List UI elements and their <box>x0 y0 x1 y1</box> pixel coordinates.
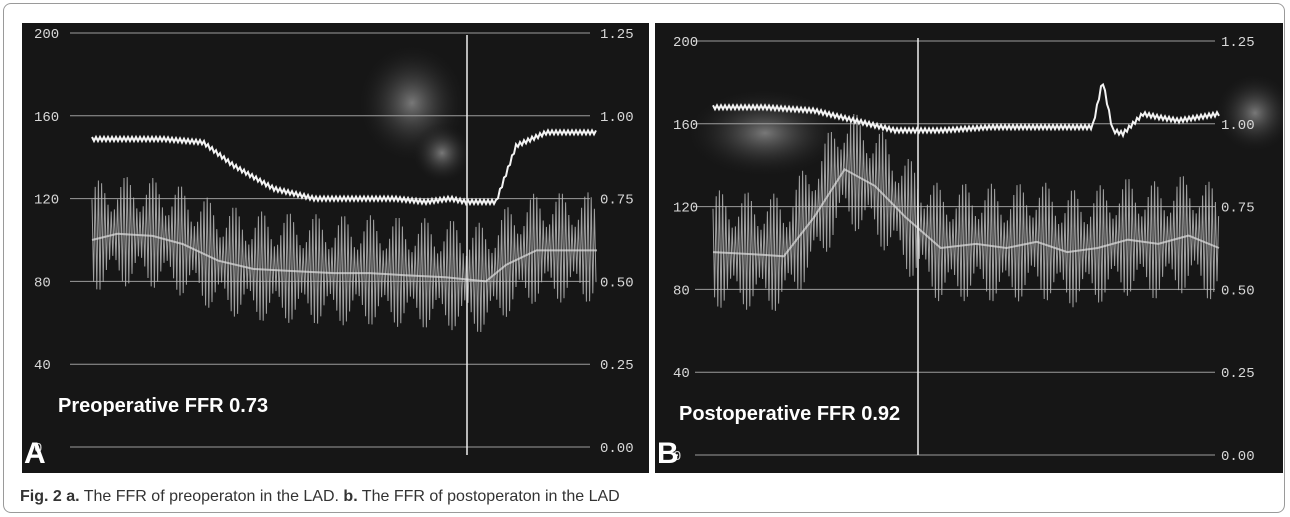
left-tick-label: 0 <box>34 441 42 457</box>
mean-pressure-trace <box>712 167 1220 258</box>
left-tick-label: 0 <box>673 449 681 465</box>
right-tick-label: 0.25 <box>1221 366 1255 382</box>
panel-b: 0 40 80 120 160 200 0.00 0.25 0.50 0.75 1.00 1.25 P… <box>655 23 1283 473</box>
caption-b-label: b. <box>343 488 358 505</box>
panel-b-chart: 0 40 80 120 160 200 0.00 0.25 0.50 0.75 1.00 1.25 <box>673 35 1283 465</box>
right-tick-label: 0.75 <box>600 193 634 209</box>
left-tick-label: 80 <box>34 275 51 291</box>
left-tick-label: 200 <box>34 27 59 43</box>
panel-b-annotation: Postoperative FFR 0.92 <box>679 403 901 425</box>
right-tick-label: 0.00 <box>600 441 634 457</box>
figure-frame <box>3 3 1285 513</box>
background-glow <box>685 88 845 178</box>
ffr-trace <box>712 82 1220 139</box>
right-tick-label: 1.25 <box>600 27 634 43</box>
right-tick-label: 0.75 <box>1221 201 1255 217</box>
left-tick-label: 200 <box>673 35 698 51</box>
ffr-trace <box>91 128 597 207</box>
left-tick-label: 120 <box>673 201 698 217</box>
pressure-waveform <box>712 113 1220 311</box>
right-tick-label: 0.00 <box>1221 449 1255 465</box>
left-tick-label: 80 <box>673 283 690 299</box>
left-tick-label: 160 <box>34 110 59 126</box>
background-glow <box>412 123 472 183</box>
background-glow <box>1215 73 1283 153</box>
right-tick-label: 1.25 <box>1221 35 1255 51</box>
panel-a-chart: 0 40 80 120 160 200 0.00 0.25 0.50 0.75 1.00 1.25 <box>34 27 634 457</box>
left-tick-label: 120 <box>34 193 59 209</box>
caption-a-label: Fig. 2 a. <box>20 488 80 505</box>
left-tick-label: 160 <box>673 118 698 134</box>
caption-b-text: The FFR of postoperaton in the LAD <box>357 488 620 505</box>
mean-pressure-trace <box>91 232 597 283</box>
right-tick-label: 0.50 <box>1221 283 1255 299</box>
panel-a-annotation: Preoperative FFR 0.73 <box>58 395 269 417</box>
figure-caption: Fig. 2 a. The FFR of preoperaton in the … <box>20 488 620 506</box>
right-tick-label: 1.00 <box>1221 118 1255 134</box>
caption-a-text: The FFR of preoperaton in the LAD. <box>79 488 344 505</box>
right-tick-label: 0.50 <box>600 275 634 291</box>
right-tick-label: 0.25 <box>600 358 634 374</box>
left-tick-label: 40 <box>673 366 690 382</box>
panel-a-letter: A <box>24 437 46 470</box>
panel-b-letter: B <box>657 437 679 470</box>
left-tick-label: 40 <box>34 358 51 374</box>
panel-a: 0 40 80 120 160 200 0.00 0.25 0.50 0.75 1.00 1.25 P… <box>22 23 649 473</box>
pressure-waveform <box>91 177 597 333</box>
right-tick-label: 1.00 <box>600 110 634 126</box>
